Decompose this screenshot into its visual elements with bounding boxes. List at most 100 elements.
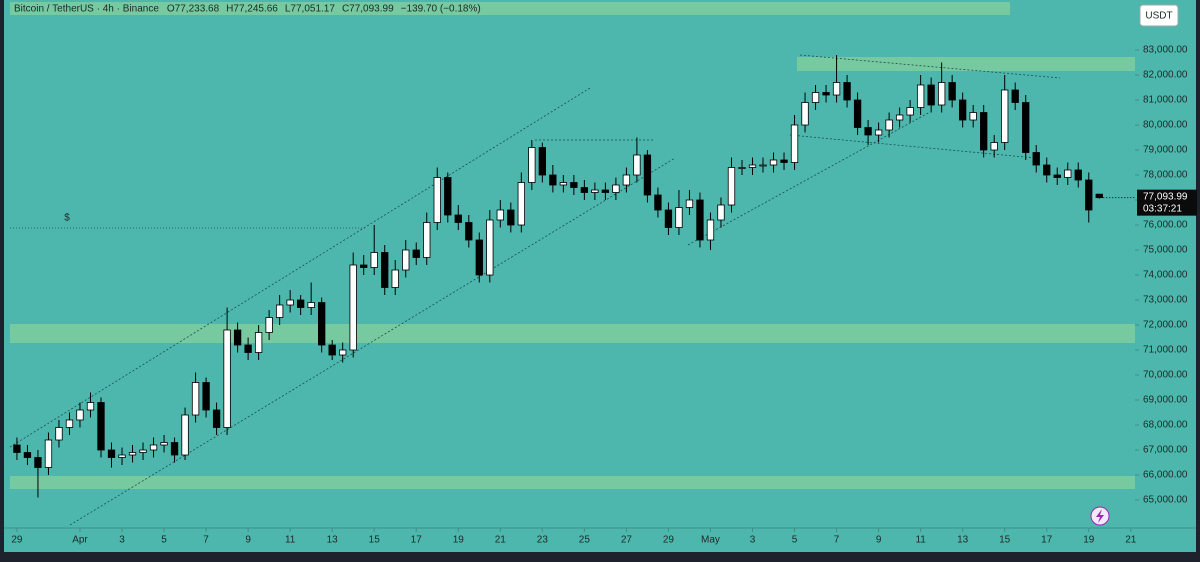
y-tick-label: 74,000.00 xyxy=(1143,270,1188,281)
candle-body xyxy=(706,219,715,241)
candle-body xyxy=(254,332,263,353)
x-tick-label: 5 xyxy=(792,535,798,546)
candle-body xyxy=(475,239,483,276)
zone xyxy=(10,324,1135,343)
candle-body xyxy=(118,454,126,458)
candle-body xyxy=(685,199,694,208)
x-tick-label: 3 xyxy=(119,535,125,546)
candle-body xyxy=(181,414,189,456)
candle-body xyxy=(107,449,116,458)
x-tick-label: 17 xyxy=(1041,535,1053,546)
candle-body xyxy=(801,102,809,126)
x-tick-label: 23 xyxy=(537,535,549,546)
candle-body xyxy=(349,264,357,351)
price-tag xyxy=(1137,189,1197,216)
candle-body xyxy=(507,209,515,226)
candle-body xyxy=(601,189,610,193)
candle-body xyxy=(916,84,925,108)
zone xyxy=(797,57,1135,71)
candle-body xyxy=(412,249,420,258)
x-tick-label: 27 xyxy=(621,535,633,546)
candle-body xyxy=(244,344,252,353)
ohlc-legend: C77,093.99 xyxy=(342,4,394,15)
candle-body xyxy=(286,299,294,306)
currency-label[interactable]: USDT xyxy=(1145,11,1172,22)
candles xyxy=(13,55,1103,498)
y-tick-label: 80,000.00 xyxy=(1143,120,1188,131)
candle-body xyxy=(402,249,410,271)
ohlc-legend: H77,245.66 xyxy=(226,4,278,15)
ohlc-legend: L77,051.17 xyxy=(285,4,335,15)
currency-button[interactable] xyxy=(1139,4,1179,27)
y-tick-label: 76,000.00 xyxy=(1143,220,1188,231)
candle-body xyxy=(486,219,494,276)
marker: $ xyxy=(64,213,70,224)
candle-body xyxy=(1043,164,1051,176)
candle-body xyxy=(990,142,998,151)
y-tick-label: 73,000.00 xyxy=(1143,295,1188,306)
candle-body xyxy=(853,99,862,128)
candle-body xyxy=(1074,169,1082,181)
candle-body xyxy=(906,107,914,116)
candle-body xyxy=(675,207,683,228)
candle-body xyxy=(360,264,368,268)
y-tick-label: 78,000.00 xyxy=(1143,170,1188,181)
y-tick-label: 71,000.00 xyxy=(1143,345,1188,356)
y-tick-label: 83,000.00 xyxy=(1143,45,1188,56)
candle-body xyxy=(622,174,631,186)
candle-body xyxy=(654,194,662,211)
candle-body xyxy=(538,147,546,176)
ohlc-legend: −139.70 (−0.18%) xyxy=(401,4,481,15)
candle-body xyxy=(423,222,431,258)
y-tick-label: 75,000.00 xyxy=(1143,245,1188,256)
candle-body xyxy=(769,159,778,166)
candle-body xyxy=(370,252,378,268)
candle-body xyxy=(296,299,305,308)
candle-body xyxy=(643,154,652,196)
candle-body xyxy=(307,302,315,308)
candle-body xyxy=(738,167,746,169)
candle-body xyxy=(633,154,641,176)
candle-body xyxy=(969,112,977,121)
x-tick-label: 9 xyxy=(245,535,251,546)
candle-body xyxy=(212,409,221,428)
candle-body xyxy=(318,302,326,346)
x-tick-label: 29 xyxy=(11,535,23,546)
candle-body xyxy=(34,457,42,468)
candle-body xyxy=(580,187,589,193)
candle-body xyxy=(265,317,273,333)
x-tick-label: 9 xyxy=(876,535,882,546)
candle-body xyxy=(97,402,105,451)
candle-body xyxy=(128,452,137,456)
zone xyxy=(10,2,1010,15)
y-tick-label: 70,000.00 xyxy=(1143,370,1188,381)
x-tick-label: 13 xyxy=(957,535,969,546)
x-tick-label: Apr xyxy=(72,535,88,546)
x-tick-label: 15 xyxy=(369,535,381,546)
candle-body xyxy=(1053,174,1061,178)
candle-body xyxy=(1011,89,1019,103)
candle-body xyxy=(23,452,32,458)
trend-line xyxy=(69,157,676,526)
candle-body xyxy=(948,82,956,101)
candle-body xyxy=(528,147,536,183)
x-tick-label: 13 xyxy=(327,535,339,546)
candle-body xyxy=(44,439,53,468)
candle-body xyxy=(664,209,673,228)
candle-body xyxy=(1085,179,1093,211)
x-tick-label: 21 xyxy=(1125,535,1137,546)
zones xyxy=(10,2,1135,489)
y-tick-label: 69,000.00 xyxy=(1143,395,1188,406)
candle-body xyxy=(612,184,620,193)
candle-body xyxy=(570,182,578,188)
candle-body xyxy=(86,402,95,411)
price-tag-value: 77,093.99 xyxy=(1143,191,1188,202)
x-tick-label: 11 xyxy=(915,535,926,546)
trend-line xyxy=(9,87,591,448)
candle-body xyxy=(832,82,841,96)
candle-body xyxy=(780,159,788,163)
y-tick-label: 68,000.00 xyxy=(1143,420,1188,431)
y-tick-label: 82,000.00 xyxy=(1143,70,1188,81)
